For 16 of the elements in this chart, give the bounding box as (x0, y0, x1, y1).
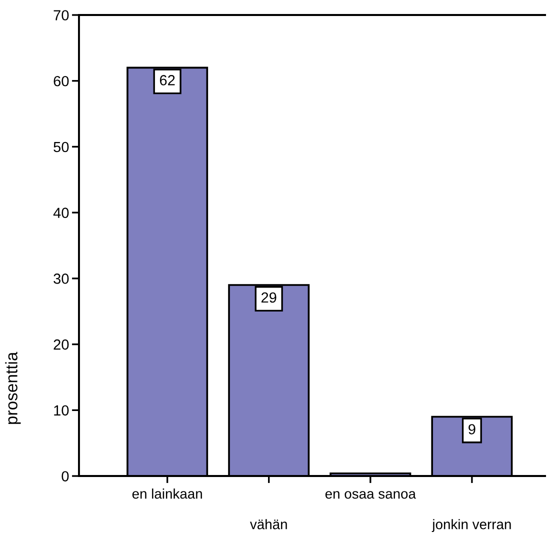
y-tick-label: 20 (54, 339, 69, 350)
y-tick-label: 60 (54, 76, 69, 86)
data-label: 29 (261, 292, 276, 303)
y-tick-label: 10 (54, 405, 69, 416)
x-tick-label: jonkin verran (432, 519, 511, 532)
y-tick-label: 40 (53, 208, 69, 218)
y-tick-label: 50 (54, 142, 69, 152)
y-tick-label: 70 (54, 10, 69, 20)
data-label: 9 (468, 424, 476, 434)
x-tick-label: en lainkaan (132, 488, 202, 499)
x-tick-label: vähän (250, 519, 287, 530)
y-tick-label: 0 (62, 471, 69, 482)
y-tick-label: 30 (54, 274, 69, 284)
data-label: 62 (160, 75, 175, 86)
x-tick-label: en osaa sanoa (325, 491, 416, 499)
y-axis-title: prosenttia (5, 352, 21, 424)
